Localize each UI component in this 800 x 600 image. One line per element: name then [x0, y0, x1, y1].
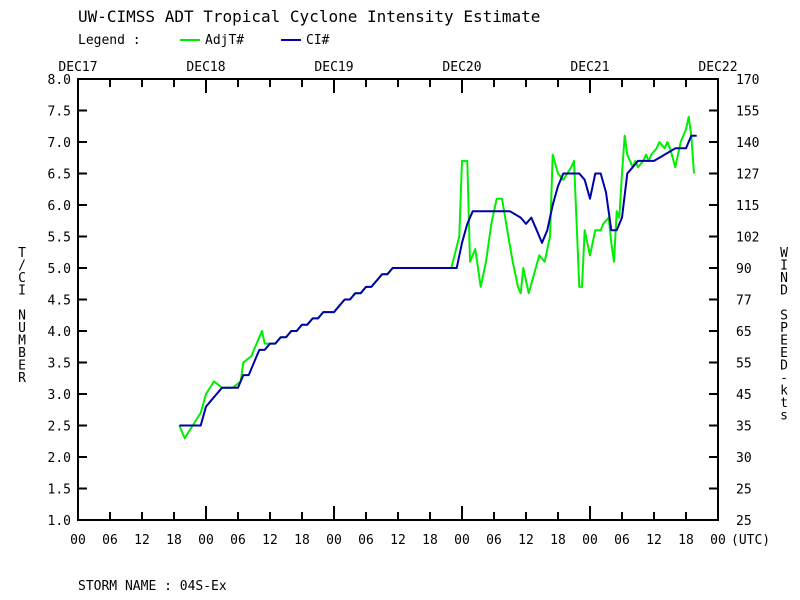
x-tick-label: 12 — [134, 533, 150, 548]
x-tick-label: 00 — [710, 533, 726, 548]
x-tick-label: 18 — [294, 533, 310, 548]
y2-tick-label: 30 — [736, 451, 752, 466]
date-label: DEC18 — [186, 60, 225, 75]
legend-label: Legend : — [78, 33, 141, 48]
y2-tick-label: 45 — [736, 388, 752, 403]
x-tick-label: 00 — [582, 533, 598, 548]
x-ticks: 00 06 12 18 00 06 12 18 00 06 12 18 00 06 12 18 00 06 12 18… — [70, 79, 770, 548]
ci-series-line — [179, 134, 697, 427]
series-lines — [178, 115, 697, 440]
x-tick-label: 00 — [454, 533, 470, 548]
y-tick-label: 5.0 — [48, 262, 71, 277]
axes — [77, 78, 719, 521]
y-tick-label: 4.5 — [48, 294, 71, 309]
y2-tick-label: 25 — [736, 514, 752, 529]
legend-adjt-label: AdjT# — [205, 33, 244, 48]
y2-tick-label: 35 — [736, 420, 752, 435]
y-tick-label: 7.0 — [48, 136, 71, 151]
y2-tick-label: 140 — [736, 136, 759, 151]
x-unit-label: (UTC) — [731, 533, 770, 548]
x-tick-label: 12 — [518, 533, 534, 548]
x-tick-label: 06 — [486, 533, 502, 548]
date-label: DEC20 — [442, 60, 481, 75]
y2-tick-label: 102 — [736, 231, 759, 246]
y-ticks-left: 1.0 1.5 2.0 2.5 3.0 3.5 4.0 4.5 5.0 5.5 6.0 6.5 7.0 7… — [48, 73, 87, 529]
x-tick-label: 06 — [614, 533, 630, 548]
y2-tick-label: 115 — [736, 199, 759, 214]
y2-tick-label: 170 — [736, 73, 759, 88]
x-tick-label: 06 — [102, 533, 118, 548]
y-tick-label: 5.5 — [48, 231, 71, 246]
x-tick-label: 18 — [678, 533, 694, 548]
x-tick-label: 00 — [70, 533, 86, 548]
x-tick-label: 06 — [358, 533, 374, 548]
x-tick-label: 06 — [230, 533, 246, 548]
x-tick-label: 18 — [550, 533, 566, 548]
y-tick-label: 3.5 — [48, 357, 71, 372]
y2-tick-label: 25 — [736, 483, 752, 498]
y-tick-label: 1.0 — [48, 514, 71, 529]
adjt-series-line — [178, 115, 695, 440]
y-tick-label: 4.0 — [48, 325, 71, 340]
x-tick-label: 18 — [166, 533, 182, 548]
chart-title: UW-CIMSS ADT Tropical Cyclone Intensity … — [78, 7, 540, 26]
y-tick-label: 3.0 — [48, 388, 71, 403]
storm-name: STORM NAME : 04S-Ex — [78, 579, 227, 594]
x-tick-label: 00 — [326, 533, 342, 548]
date-labels: DEC17 DEC18 DEC19 DEC20 DEC21 DEC22 — [58, 60, 737, 75]
y2-tick-label: 65 — [736, 325, 752, 340]
x-tick-label: 12 — [262, 533, 278, 548]
date-label: DEC17 — [58, 60, 97, 75]
plot-frame — [77, 78, 719, 521]
y-tick-label: 2.5 — [48, 420, 71, 435]
date-label: DEC21 — [570, 60, 609, 75]
y-tick-label: 7.5 — [48, 105, 71, 120]
y-ticks-right: 25 25 30 35 45 55 65 77 90 102 115 127 140 155 170 — [709, 73, 759, 529]
y-tick-label: 1.5 — [48, 483, 71, 498]
date-label: DEC19 — [314, 60, 353, 75]
x-tick-label: 00 — [198, 533, 214, 548]
y-tick-label: 6.0 — [48, 199, 71, 214]
y-tick-label: 2.0 — [48, 451, 71, 466]
y-tick-label: 6.5 — [48, 168, 71, 183]
date-label: DEC22 — [698, 60, 737, 75]
x-tick-label: 12 — [390, 533, 406, 548]
y2-tick-label: 90 — [736, 262, 752, 277]
x-tick-label: 18 — [422, 533, 438, 548]
y2-tick-label: 55 — [736, 357, 752, 372]
y2-tick-label: 127 — [736, 168, 759, 183]
y2-tick-label: 77 — [736, 294, 752, 309]
y-tick-label: 8.0 — [48, 73, 71, 88]
legend-ci-label: CI# — [306, 33, 330, 48]
y2-tick-label: 155 — [736, 105, 759, 120]
x-tick-label: 12 — [646, 533, 662, 548]
